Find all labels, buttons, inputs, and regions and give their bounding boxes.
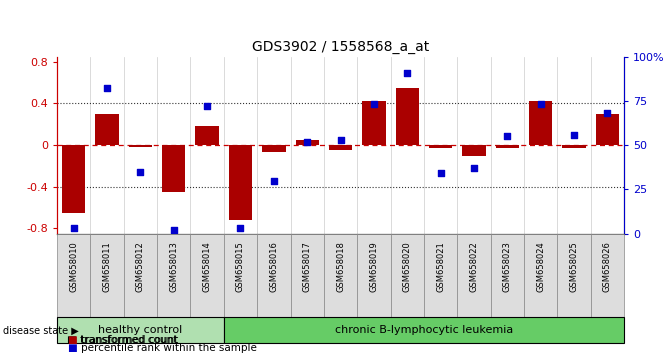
FancyBboxPatch shape xyxy=(57,317,224,343)
Bar xyxy=(362,101,386,145)
Text: GSM658018: GSM658018 xyxy=(336,241,345,292)
Point xyxy=(502,133,513,139)
Bar xyxy=(329,145,352,150)
FancyBboxPatch shape xyxy=(123,234,157,324)
Text: GSM658021: GSM658021 xyxy=(436,241,445,292)
Text: GSM658022: GSM658022 xyxy=(470,241,478,292)
Text: GSM658019: GSM658019 xyxy=(369,241,378,292)
Text: ■: ■ xyxy=(67,343,77,353)
FancyBboxPatch shape xyxy=(424,234,457,324)
Bar xyxy=(529,101,552,145)
Bar xyxy=(596,114,619,145)
Bar xyxy=(195,126,219,145)
FancyBboxPatch shape xyxy=(224,317,624,343)
Text: disease state ▶: disease state ▶ xyxy=(3,326,79,336)
Bar xyxy=(262,145,285,153)
Point xyxy=(468,165,479,171)
Text: GSM658017: GSM658017 xyxy=(303,241,312,292)
FancyBboxPatch shape xyxy=(57,234,91,324)
FancyBboxPatch shape xyxy=(391,234,424,324)
Point xyxy=(368,102,379,107)
Text: ■ transformed count: ■ transformed count xyxy=(67,335,177,345)
Bar xyxy=(396,88,419,145)
Text: GSM658025: GSM658025 xyxy=(570,241,578,292)
Text: GSM658011: GSM658011 xyxy=(103,241,111,292)
Text: GSM658012: GSM658012 xyxy=(136,241,145,292)
FancyBboxPatch shape xyxy=(558,234,590,324)
Point xyxy=(68,225,79,231)
FancyBboxPatch shape xyxy=(157,234,191,324)
Point xyxy=(302,139,313,144)
Bar xyxy=(462,145,486,155)
Point xyxy=(568,132,579,137)
Text: percentile rank within the sample: percentile rank within the sample xyxy=(81,343,256,353)
FancyBboxPatch shape xyxy=(457,234,491,324)
FancyBboxPatch shape xyxy=(590,234,624,324)
Text: healthy control: healthy control xyxy=(98,325,183,335)
Text: GSM658024: GSM658024 xyxy=(536,241,545,292)
Bar xyxy=(129,145,152,147)
Text: ■: ■ xyxy=(67,335,77,345)
Title: GDS3902 / 1558568_a_at: GDS3902 / 1558568_a_at xyxy=(252,40,429,54)
Point xyxy=(168,227,179,233)
Bar xyxy=(95,114,119,145)
Text: GSM658013: GSM658013 xyxy=(169,241,178,292)
FancyBboxPatch shape xyxy=(224,234,257,324)
FancyBboxPatch shape xyxy=(491,234,524,324)
Bar xyxy=(62,145,85,213)
Text: GSM658010: GSM658010 xyxy=(69,241,79,292)
Text: GSM658023: GSM658023 xyxy=(503,241,512,292)
Point xyxy=(135,169,146,175)
FancyBboxPatch shape xyxy=(191,234,224,324)
Text: GSM658015: GSM658015 xyxy=(236,241,245,292)
Point xyxy=(602,110,613,116)
Point xyxy=(235,225,246,231)
Point xyxy=(202,103,213,109)
FancyBboxPatch shape xyxy=(324,234,357,324)
Point xyxy=(435,171,446,176)
Bar xyxy=(496,145,519,148)
Point xyxy=(268,178,279,183)
Bar xyxy=(562,145,586,148)
Point xyxy=(336,137,346,143)
FancyBboxPatch shape xyxy=(91,234,123,324)
FancyBboxPatch shape xyxy=(291,234,324,324)
Bar xyxy=(429,145,452,148)
Text: GSM658016: GSM658016 xyxy=(269,241,278,292)
Text: GSM658020: GSM658020 xyxy=(403,241,412,292)
FancyBboxPatch shape xyxy=(524,234,558,324)
Bar xyxy=(162,145,185,192)
Point xyxy=(535,102,546,107)
Bar xyxy=(229,145,252,220)
FancyBboxPatch shape xyxy=(357,234,391,324)
Point xyxy=(102,86,113,91)
Text: GSM658026: GSM658026 xyxy=(603,241,612,292)
Text: chronic B-lymphocytic leukemia: chronic B-lymphocytic leukemia xyxy=(335,325,513,335)
Bar xyxy=(295,140,319,145)
Text: transformed count: transformed count xyxy=(81,335,178,345)
Point xyxy=(402,70,413,75)
FancyBboxPatch shape xyxy=(257,234,291,324)
Text: GSM658014: GSM658014 xyxy=(203,241,211,292)
